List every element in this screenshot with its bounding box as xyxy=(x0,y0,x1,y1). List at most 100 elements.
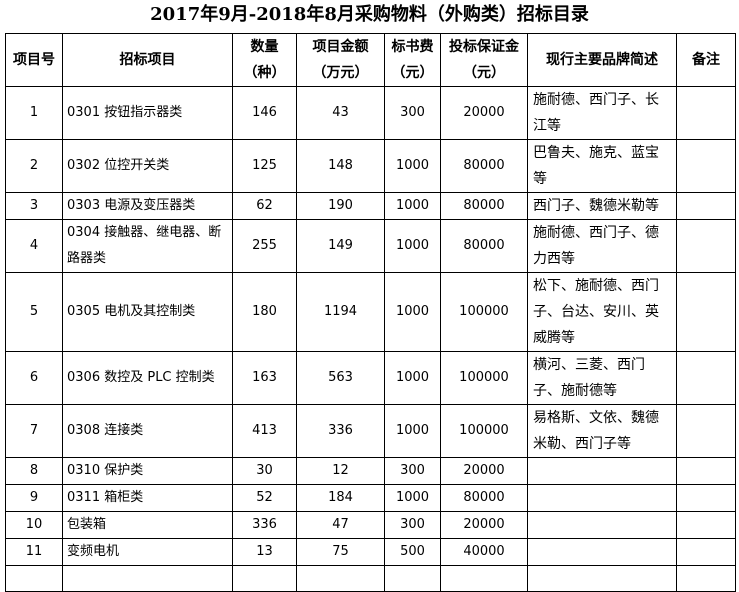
cell-deposit: 80000 xyxy=(440,139,528,193)
cell-fee: 300 xyxy=(384,457,441,485)
cell-amount: 12 xyxy=(296,457,385,485)
cell-quantity: 336 xyxy=(232,511,297,539)
cell-item-no: 6 xyxy=(5,351,63,405)
cell-note xyxy=(676,457,736,485)
cell-deposit: 20000 xyxy=(440,86,528,140)
header-deposit: 投标保证金 （元） xyxy=(440,33,528,87)
cell-fee: 500 xyxy=(384,538,441,566)
header-label: 备注 xyxy=(692,52,720,68)
header-unit: （元） xyxy=(391,65,434,81)
cell-amount: 190 xyxy=(296,192,385,220)
cell-fee: 1000 xyxy=(384,219,441,273)
cell-deposit: 100000 xyxy=(440,351,528,405)
cell-brands xyxy=(527,538,677,566)
table-row: 5 0305 电机及其控制类 180 1194 1000 100000 松下、施耐德、西门子… xyxy=(5,272,736,352)
cell-quantity: 255 xyxy=(232,219,297,273)
cell-amount: 43 xyxy=(296,86,385,140)
cell-item-no: 2 xyxy=(5,139,63,193)
header-fee: 标书费 （元） xyxy=(384,33,441,87)
header-unit: （种） xyxy=(243,65,286,81)
cell-quantity: 146 xyxy=(232,86,297,140)
header-label: 现行主要品牌简述 xyxy=(546,52,658,68)
cell-item: 0306 数控及 PLC 控制类 xyxy=(62,351,233,405)
empty-cell xyxy=(384,565,441,592)
cell-amount: 75 xyxy=(296,538,385,566)
cell-item: 0311 箱柜类 xyxy=(62,484,233,512)
cell-item: 包装箱 xyxy=(62,511,233,539)
cell-deposit: 80000 xyxy=(440,192,528,220)
cell-quantity: 13 xyxy=(232,538,297,566)
table-row: 6 0306 数控及 PLC 控制类 163 563 1000 100000 横河、三菱、西… xyxy=(5,351,736,405)
header-item-no: 项目号 xyxy=(5,33,63,87)
cell-deposit: 100000 xyxy=(440,272,528,352)
cell-item-no: 11 xyxy=(5,538,63,566)
header-unit: （万元） xyxy=(312,65,369,81)
cell-item: 0304 接触器、继电器、断路器类 xyxy=(62,219,233,273)
empty-cell xyxy=(296,565,385,592)
cell-quantity: 125 xyxy=(232,139,297,193)
cell-item: 0310 保护类 xyxy=(62,457,233,485)
cell-note xyxy=(676,219,736,273)
cell-brands xyxy=(527,484,677,512)
document-title: 2017年9月-2018年8月采购物料（外购类）招标目录 xyxy=(150,4,589,25)
header-label: 数量 xyxy=(250,39,279,55)
cell-note xyxy=(676,404,736,458)
cell-item: 0305 电机及其控制类 xyxy=(62,272,233,352)
cell-quantity: 413 xyxy=(232,404,297,458)
cell-amount: 336 xyxy=(296,404,385,458)
cell-deposit: 80000 xyxy=(440,484,528,512)
cell-deposit: 80000 xyxy=(440,219,528,273)
table-row: 8 0310 保护类 30 12 300 20000 xyxy=(5,457,736,485)
table-row: 4 0304 接触器、继电器、断路器类 255 149 1000 80000 施耐德、西门子… xyxy=(5,219,736,273)
cell-deposit: 100000 xyxy=(440,404,528,458)
cell-brands: 巴鲁夫、施克、蓝宝等 xyxy=(527,139,677,193)
header-amount: 项目金额 （万元） xyxy=(296,33,385,87)
cell-brands: 松下、施耐德、西门子、台达、安川、英威腾等 xyxy=(527,272,677,352)
cell-amount: 1194 xyxy=(296,272,385,352)
cell-quantity: 30 xyxy=(232,457,297,485)
cell-note xyxy=(676,192,736,220)
cell-quantity: 62 xyxy=(232,192,297,220)
cell-item: 0303 电源及变压器类 xyxy=(62,192,233,220)
cell-note xyxy=(676,139,736,193)
cell-amount: 184 xyxy=(296,484,385,512)
cell-quantity: 163 xyxy=(232,351,297,405)
cell-quantity: 52 xyxy=(232,484,297,512)
cell-brands xyxy=(527,457,677,485)
cell-brands: 易格斯、文依、魏德米勒、西门子等 xyxy=(527,404,677,458)
cell-fee: 1000 xyxy=(384,272,441,352)
header-brands: 现行主要品牌简述 xyxy=(527,33,677,87)
header-label: 项目金额 xyxy=(312,39,369,55)
cell-quantity: 180 xyxy=(232,272,297,352)
empty-cell xyxy=(527,565,677,592)
cell-deposit: 40000 xyxy=(440,538,528,566)
cell-fee: 1000 xyxy=(384,351,441,405)
table-row: 2 0302 位控开关类 125 148 1000 80000 巴鲁夫、施克、蓝宝等 xyxy=(5,139,736,193)
cell-fee: 300 xyxy=(384,511,441,539)
cell-item-no: 10 xyxy=(5,511,63,539)
header-note: 备注 xyxy=(676,33,736,87)
header-label: 项目号 xyxy=(13,52,55,68)
cell-item-no: 9 xyxy=(5,484,63,512)
header-label: 招标项目 xyxy=(119,52,176,68)
table-row: 1 0301 按钮指示器类 146 43 300 20000 施耐德、西门子、长江等 xyxy=(5,86,736,140)
cell-note xyxy=(676,538,736,566)
cell-brands xyxy=(527,511,677,539)
empty-cell xyxy=(676,565,736,592)
cell-note xyxy=(676,351,736,405)
cell-item: 0302 位控开关类 xyxy=(62,139,233,193)
cell-brands: 西门子、魏德米勒等 xyxy=(527,192,677,220)
cell-fee: 1000 xyxy=(384,404,441,458)
cell-item-no: 4 xyxy=(5,219,63,273)
cell-note xyxy=(676,86,736,140)
cell-item: 0301 按钮指示器类 xyxy=(62,86,233,140)
cell-brands: 施耐德、西门子、长江等 xyxy=(527,86,677,140)
cell-item-no: 1 xyxy=(5,86,63,140)
cell-note xyxy=(676,272,736,352)
cell-deposit: 20000 xyxy=(440,457,528,485)
header-label: 投标保证金 xyxy=(449,39,519,55)
cell-item: 0308 连接类 xyxy=(62,404,233,458)
empty-cell xyxy=(5,565,63,592)
cell-item: 变频电机 xyxy=(62,538,233,566)
table-row: 9 0311 箱柜类 52 184 1000 80000 xyxy=(5,484,736,512)
